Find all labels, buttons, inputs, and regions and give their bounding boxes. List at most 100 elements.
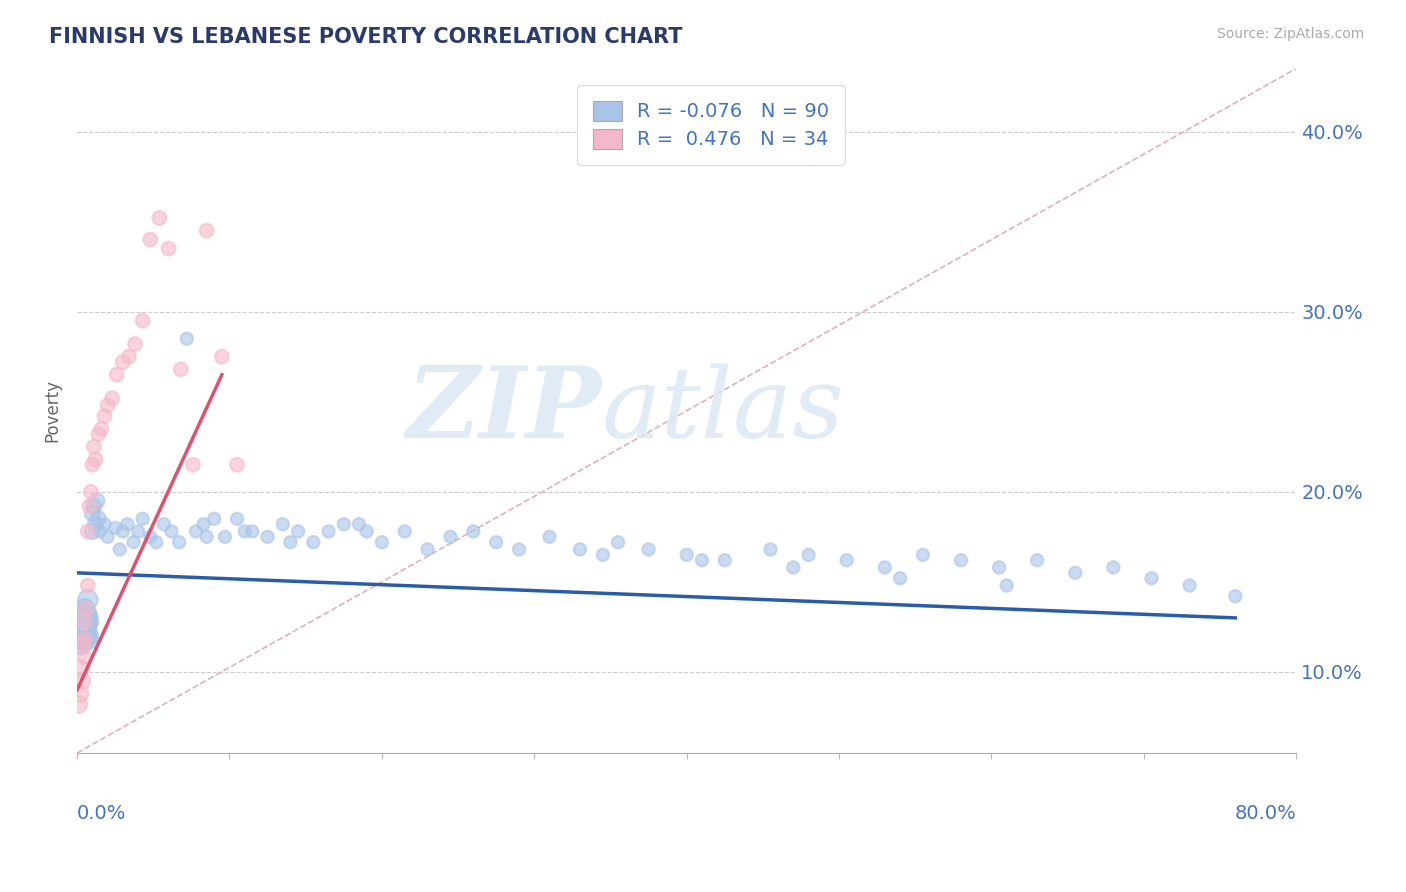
Point xyxy=(988,560,1011,574)
Point xyxy=(271,517,294,532)
Point xyxy=(139,530,162,544)
Point xyxy=(101,391,124,405)
Point xyxy=(873,560,896,574)
Point xyxy=(463,524,485,539)
Point xyxy=(287,524,309,539)
Point xyxy=(69,632,91,647)
Point xyxy=(782,560,804,574)
Point xyxy=(97,398,120,412)
Point xyxy=(67,698,90,712)
Point xyxy=(214,530,236,544)
Point xyxy=(105,368,128,382)
Point xyxy=(111,524,134,539)
Point xyxy=(117,517,139,532)
Text: ZIP: ZIP xyxy=(406,362,602,459)
Point xyxy=(76,592,98,607)
Point xyxy=(226,512,249,526)
Point xyxy=(256,530,278,544)
Point xyxy=(76,578,98,592)
Point xyxy=(1140,571,1163,585)
Point xyxy=(889,571,911,585)
Y-axis label: Poverty: Poverty xyxy=(44,379,60,442)
Point xyxy=(72,607,94,622)
Point xyxy=(233,524,256,539)
Point xyxy=(73,632,96,647)
Point xyxy=(759,542,782,557)
Point xyxy=(93,409,115,424)
Text: Source: ZipAtlas.com: Source: ZipAtlas.com xyxy=(1216,27,1364,41)
Point xyxy=(73,632,96,647)
Point xyxy=(148,211,170,225)
Point xyxy=(508,542,530,557)
Point xyxy=(569,542,592,557)
Point xyxy=(145,535,167,549)
Point xyxy=(211,350,233,364)
Point xyxy=(157,242,180,256)
Point xyxy=(70,638,93,652)
Point xyxy=(193,517,215,532)
Point xyxy=(73,602,96,616)
Point xyxy=(124,337,146,351)
Point xyxy=(90,422,112,436)
Point xyxy=(111,355,134,369)
Point xyxy=(69,661,91,675)
Point xyxy=(195,530,218,544)
Point xyxy=(911,548,934,562)
Point xyxy=(82,458,104,472)
Point xyxy=(184,524,207,539)
Point xyxy=(949,553,972,567)
Point xyxy=(72,629,94,643)
Point xyxy=(70,625,93,640)
Point xyxy=(87,512,110,526)
Point xyxy=(356,524,378,539)
Point xyxy=(1178,578,1201,592)
Point xyxy=(153,517,176,532)
Point xyxy=(86,493,108,508)
Point xyxy=(181,458,204,472)
Point xyxy=(302,535,325,549)
Point xyxy=(70,615,93,629)
Point xyxy=(84,452,107,467)
Point xyxy=(160,524,183,539)
Point xyxy=(72,615,94,629)
Point xyxy=(104,521,127,535)
Point xyxy=(79,607,101,622)
Point xyxy=(76,611,98,625)
Point xyxy=(637,542,659,557)
Point xyxy=(83,499,105,513)
Point xyxy=(202,512,225,526)
Point xyxy=(79,499,101,513)
Point xyxy=(195,224,218,238)
Point xyxy=(122,535,145,549)
Point xyxy=(69,686,91,700)
Point xyxy=(416,542,439,557)
Point xyxy=(131,512,153,526)
Point xyxy=(70,673,93,688)
Point xyxy=(394,524,416,539)
Point xyxy=(139,233,162,247)
Point xyxy=(713,553,735,567)
Point xyxy=(167,535,190,549)
Point xyxy=(538,530,561,544)
Point xyxy=(75,615,97,629)
Point xyxy=(108,542,131,557)
Point xyxy=(75,602,97,616)
Point xyxy=(82,524,104,539)
Point xyxy=(75,625,97,640)
Point xyxy=(1026,553,1049,567)
Point xyxy=(93,517,115,532)
Point xyxy=(84,517,107,532)
Point xyxy=(87,427,110,442)
Point xyxy=(83,440,105,454)
Point xyxy=(131,314,153,328)
Point xyxy=(69,620,91,634)
Point xyxy=(690,553,713,567)
Text: atlas: atlas xyxy=(602,363,844,458)
Point xyxy=(170,362,193,376)
Point xyxy=(1064,566,1087,580)
Point xyxy=(80,629,103,643)
Point xyxy=(835,553,858,567)
Legend: R = -0.076   N = 90, R =  0.476   N = 34: R = -0.076 N = 90, R = 0.476 N = 34 xyxy=(576,85,845,165)
Point xyxy=(76,632,98,647)
Point xyxy=(592,548,614,562)
